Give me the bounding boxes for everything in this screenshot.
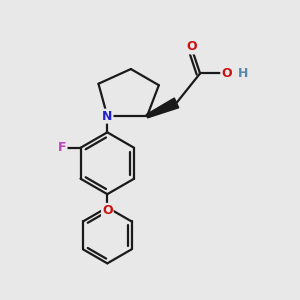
Polygon shape	[146, 98, 179, 118]
Text: O: O	[221, 67, 232, 80]
Text: H: H	[238, 67, 248, 80]
Text: F: F	[58, 141, 67, 154]
Text: O: O	[102, 204, 112, 217]
Text: O: O	[186, 40, 196, 53]
Text: N: N	[102, 110, 112, 123]
